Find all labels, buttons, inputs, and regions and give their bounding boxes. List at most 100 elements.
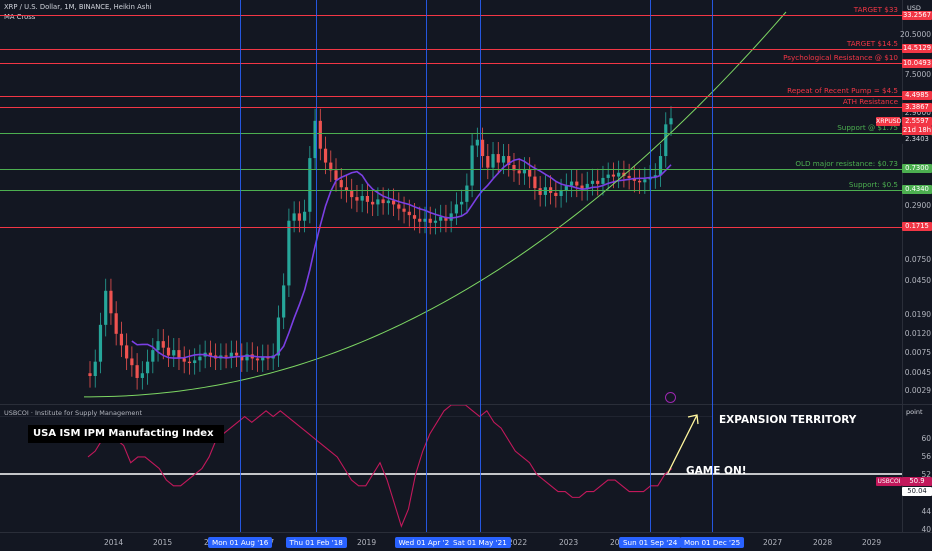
candle-body xyxy=(208,352,212,356)
price-tick: 0.0045 xyxy=(904,368,931,378)
level-price-badge: 0.4340 xyxy=(902,185,932,195)
x-tick: 2028 xyxy=(813,538,833,547)
ma-cross-line xyxy=(131,158,672,359)
level-line[interactable] xyxy=(0,189,902,191)
candle-body xyxy=(276,317,281,356)
candle-body xyxy=(140,373,144,378)
ism-scale-label: point xyxy=(906,408,923,416)
pane-divider[interactable] xyxy=(0,404,932,405)
candle-body xyxy=(303,211,307,221)
candle-body xyxy=(88,373,92,377)
level-line[interactable] xyxy=(0,133,902,135)
candle-body xyxy=(313,120,317,159)
candle-body xyxy=(297,213,301,221)
level-price-badge: 14.5129 xyxy=(902,44,932,54)
candle-body xyxy=(355,197,359,201)
x-tick: 2014 xyxy=(104,538,124,547)
candle-body xyxy=(590,180,595,184)
price-tick: 0.0075 xyxy=(904,347,931,357)
candle-body xyxy=(187,361,192,364)
candle-body xyxy=(528,169,532,177)
candle-body xyxy=(261,356,265,361)
candle-body xyxy=(554,192,558,197)
time-marker-line[interactable] xyxy=(650,0,651,532)
candle-body xyxy=(569,181,574,186)
time-marker-line[interactable] xyxy=(316,0,317,532)
candle-body xyxy=(240,355,244,361)
candle-body xyxy=(386,200,390,204)
candle-body xyxy=(664,124,668,157)
candle-body xyxy=(234,352,239,356)
ism-line xyxy=(87,405,673,528)
candle-body xyxy=(669,118,673,125)
price-tick: 0.0120 xyxy=(904,328,931,338)
time-marker-label: Mon 01 Dec '25 xyxy=(680,537,745,548)
level-price-badge: 3.3867 xyxy=(902,102,932,112)
replay-icon[interactable] xyxy=(665,392,676,403)
expansion-box: EXPANSION TERRITORY xyxy=(713,411,913,431)
level-line[interactable] xyxy=(0,63,902,65)
price-chart[interactable] xyxy=(0,0,902,404)
currency-label: USD xyxy=(907,4,921,12)
candle-body xyxy=(381,199,385,204)
candle-body xyxy=(460,201,464,205)
arrow-head-icon xyxy=(687,414,699,425)
price-tick: 0.2900 xyxy=(904,200,931,210)
candle-body xyxy=(606,174,610,178)
candle-body xyxy=(125,345,129,359)
level-price-badge: 0.7300 xyxy=(902,164,932,174)
candle-body xyxy=(617,172,621,177)
ism-level-badge: 50.04 xyxy=(902,487,932,496)
level-line[interactable] xyxy=(0,168,902,170)
ism-pane-title: USBCOI · Institute for Supply Management xyxy=(4,409,143,417)
level-line[interactable] xyxy=(0,95,902,97)
level-price-badge: 0.1715 xyxy=(902,222,932,232)
level-line[interactable] xyxy=(0,226,902,228)
time-axis[interactable] xyxy=(0,532,932,551)
time-marker-line[interactable] xyxy=(480,0,481,532)
candle-body xyxy=(632,177,636,181)
candle-body xyxy=(287,220,291,286)
candle-body xyxy=(318,120,322,149)
candle-body xyxy=(365,196,370,202)
current-price-badge: 2.5597 xyxy=(902,117,932,126)
candle-body xyxy=(543,187,547,195)
expansion-label: EXPANSION TERRITORY xyxy=(719,414,857,426)
candle-body xyxy=(622,172,626,176)
candle-body xyxy=(517,170,521,174)
time-marker-line[interactable] xyxy=(712,0,713,532)
candle-body xyxy=(496,154,500,163)
x-tick: 2023 xyxy=(559,538,579,547)
candle-body xyxy=(339,180,343,188)
x-tick: 2015 xyxy=(153,538,173,547)
time-marker-line[interactable] xyxy=(240,0,241,532)
candle-body xyxy=(182,358,186,362)
candle-body xyxy=(611,174,616,177)
candle-body xyxy=(292,213,296,221)
candle-body xyxy=(350,190,354,198)
candle-body xyxy=(135,365,139,378)
ism-axis[interactable]: point 60 56 52 48 44 40 xyxy=(902,405,932,534)
time-marker-line[interactable] xyxy=(426,0,427,532)
parabolic-curve xyxy=(83,11,787,398)
level-line[interactable] xyxy=(0,107,902,108)
candle-body xyxy=(255,358,260,361)
time-marker-label: Sat 01 May '21 xyxy=(449,537,511,548)
candle-body xyxy=(627,175,631,178)
level-line[interactable] xyxy=(0,48,902,50)
candle-body xyxy=(449,213,453,221)
candle-body xyxy=(486,156,490,168)
price-tick: 0.0029 xyxy=(904,385,931,395)
indicator-title: MA Cross xyxy=(4,13,36,21)
level-label: OLD major resistance: $0.73 xyxy=(795,158,898,168)
ism-value-badge: 50.9 xyxy=(902,477,932,486)
candle-body xyxy=(193,360,197,364)
level-label: TARGET $33 xyxy=(853,5,898,15)
candle-body xyxy=(177,350,181,359)
candle-body xyxy=(407,211,411,216)
candle-body xyxy=(397,204,401,209)
time-marker-label: Mon 01 Aug '16 xyxy=(208,537,273,548)
candle-body xyxy=(480,139,485,157)
level-line[interactable] xyxy=(0,15,902,17)
